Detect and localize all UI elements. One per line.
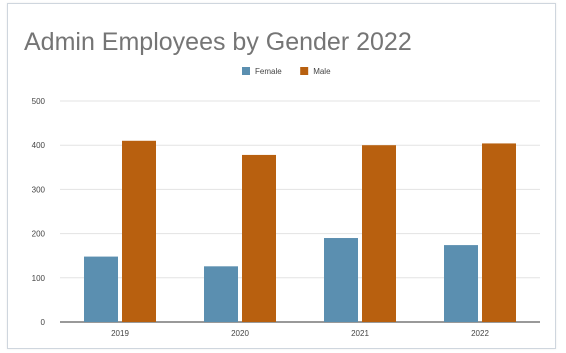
y-tick-label: 300	[32, 185, 46, 194]
bar-male-2021	[362, 145, 396, 322]
y-tick-label: 200	[32, 230, 46, 239]
chart-title: Admin Employees by Gender 2022	[24, 28, 412, 56]
y-tick-label: 400	[32, 141, 46, 150]
y-tick-label: 500	[32, 97, 46, 106]
bar-female-2022	[444, 245, 478, 322]
bar-female-2019	[84, 256, 118, 322]
bar-male-2022	[482, 143, 516, 322]
bars	[84, 140, 516, 322]
y-tick-label: 0	[41, 318, 46, 327]
legend-swatch-female	[242, 67, 250, 75]
y-axis-ticks: 0 100 200 300 400 500	[32, 97, 46, 327]
y-tick-label: 100	[32, 274, 46, 283]
bar-male-2020	[242, 154, 276, 322]
x-axis-ticks: 2019 2020 2021 2022	[111, 329, 489, 338]
legend-label-male: Male	[313, 67, 331, 76]
x-tick-label: 2022	[471, 329, 489, 338]
legend-label-female: Female	[255, 67, 282, 76]
legend-swatch-male	[300, 67, 309, 75]
bar-male-2019	[122, 140, 156, 322]
x-tick-label: 2019	[111, 329, 129, 338]
bar-female-2021	[324, 238, 358, 322]
bar-female-2020	[204, 266, 238, 322]
x-tick-label: 2021	[351, 329, 369, 338]
x-tick-label: 2020	[231, 329, 249, 338]
legend: Female Male	[242, 67, 331, 76]
